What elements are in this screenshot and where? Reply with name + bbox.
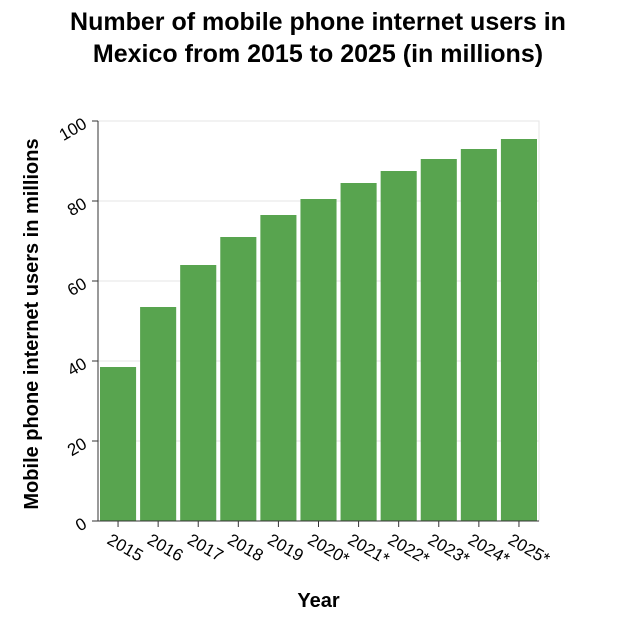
x-tick-label: 2021*	[345, 530, 393, 569]
y-tick-label: 100	[56, 114, 90, 145]
bar-2017	[180, 265, 217, 521]
x-axis-title: Year	[297, 590, 339, 612]
bar-2025-projected	[500, 139, 537, 521]
x-tick-label: 2025*	[505, 530, 553, 569]
x-tick-label: 2024*	[465, 530, 513, 569]
x-tick-label: 2023*	[425, 530, 473, 569]
x-tick-label: 2018	[224, 530, 266, 565]
x-tick-label: 2022*	[385, 530, 433, 569]
bars	[100, 139, 537, 521]
y-tick-label: 40	[64, 354, 90, 380]
bar-2024-projected	[460, 149, 497, 521]
x-tick-label: 2015	[104, 530, 146, 565]
chart-title-line-2: Mexico from 2015 to 2025 (in millions)	[92, 40, 544, 68]
y-tick-label: 80	[64, 194, 90, 220]
bar-2020-projected	[300, 199, 337, 521]
bar-2015	[100, 367, 137, 521]
y-tick-label: 0	[72, 514, 90, 535]
bar-2019	[260, 215, 297, 521]
x-tick-label: 2016	[144, 530, 186, 565]
axes	[92, 120, 539, 527]
bar-2021-projected	[340, 183, 377, 521]
bar-2022-projected	[380, 171, 417, 521]
bar-2016	[140, 307, 177, 521]
y-tick-label: 60	[64, 274, 90, 300]
x-tick-label: 2017	[184, 530, 226, 565]
bar-2018	[220, 237, 257, 521]
y-tick-label: 20	[64, 434, 90, 460]
chart-title: Number of mobile phone internet users in…	[0, 6, 636, 70]
chart-title-line-1: Number of mobile phone internet users in	[70, 8, 566, 36]
bar-2023-projected	[420, 159, 457, 521]
y-axis-title: Mobile phone internet users in millions	[21, 138, 43, 509]
x-tick-label: 2020*	[305, 530, 353, 569]
x-tick-label: 2019	[264, 530, 306, 565]
